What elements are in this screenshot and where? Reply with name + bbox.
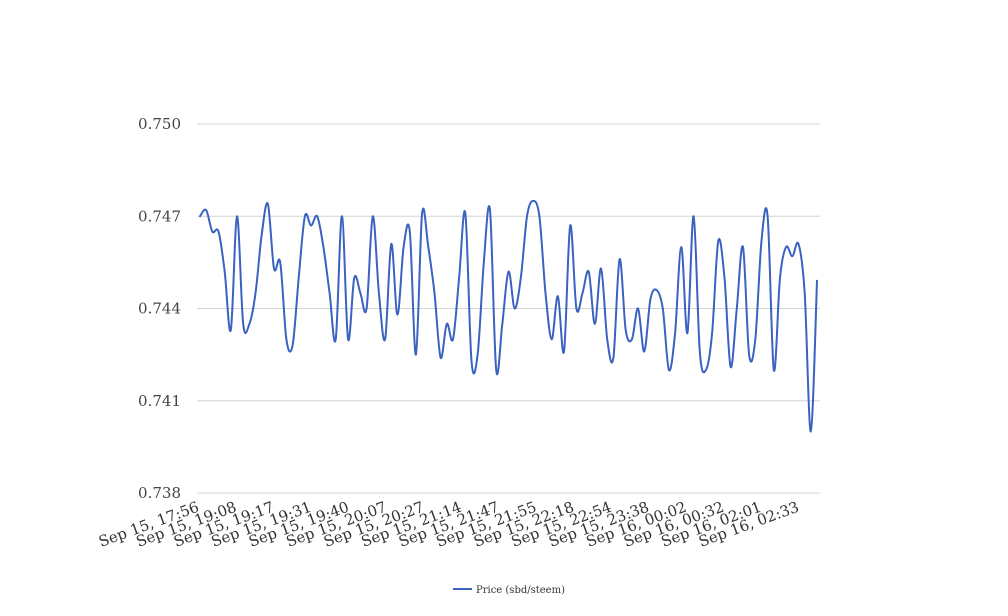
gridlines: [197, 123, 820, 494]
series-lines: [199, 199, 818, 433]
y-tick-label: 0.738: [138, 484, 181, 502]
legend[interactable]: Price (sbd/steem): [453, 585, 565, 596]
y-tick-label: 0.744: [138, 300, 181, 318]
y-tick-label: 0.747: [138, 207, 181, 225]
y-tick-label: 0.741: [138, 392, 181, 410]
series-line-0: [199, 199, 818, 433]
y-axis-ticks: 0.750 0.747 0.744 0.741 0.738: [138, 115, 181, 502]
y-tick-label: 0.750: [138, 115, 181, 133]
legend-label[interactable]: Price (sbd/steem): [476, 585, 565, 596]
